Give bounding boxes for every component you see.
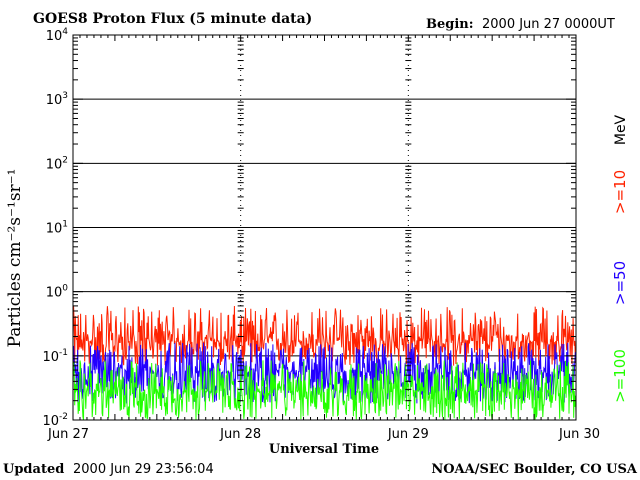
begin-value: 2000 Jun 27 0000UT	[482, 17, 615, 32]
x-tick-label: Jun 28	[219, 427, 261, 442]
y-tick-label: 102	[46, 155, 68, 172]
series-line-1	[72, 342, 577, 404]
y-axis-label: Particles cm⁻²s⁻¹sr⁻¹	[5, 169, 25, 348]
y-tick-label: 10-1	[42, 348, 68, 365]
x-tick-label: Jun 27	[47, 427, 89, 442]
y-axis-ticks: 10-2 10-1 100 101 102 103 104	[42, 27, 576, 429]
y-tick-label: 101	[46, 220, 68, 237]
legend-entry-2: >=100	[611, 349, 629, 403]
legend-entry-0: >=10	[611, 170, 629, 214]
legend-entry-1: >=50	[611, 261, 629, 305]
y-tick-label: 103	[46, 91, 68, 108]
y-tick-label: 104	[46, 27, 69, 44]
x-tick-label: Jun 29	[387, 427, 429, 442]
credit-text: NOAA/SEC Boulder, CO USA	[431, 462, 638, 477]
legend-unit: MeV	[613, 114, 629, 145]
x-axis-label: Universal Time	[269, 442, 379, 457]
series-layer	[72, 305, 577, 421]
legend: >=10 >=50 >=100 MeV	[611, 114, 629, 402]
x-tick-label: Jun 30	[558, 427, 600, 442]
updated-label: Updated	[3, 462, 64, 477]
y-tick-label: 10-2	[42, 412, 68, 429]
chart-title: GOES8 Proton Flux (5 minute data)	[33, 11, 312, 27]
y-tick-label: 100	[46, 284, 69, 301]
x-axis-ticks: Jun 27 Jun 28 Jun 29 Jun 30	[47, 35, 600, 442]
begin-label: Begin:	[426, 17, 474, 32]
updated-value: 2000 Jun 29 23:56:04	[73, 462, 214, 477]
